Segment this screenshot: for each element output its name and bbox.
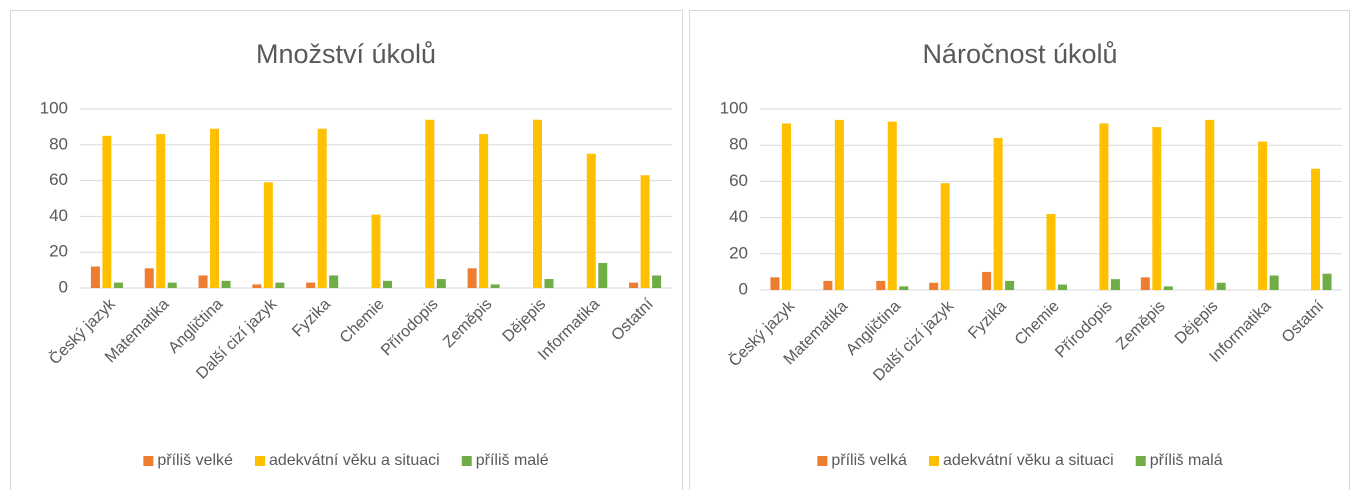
bar [425, 119, 435, 289]
bar [823, 280, 833, 290]
legend-label: adekvátní věku a situaci [943, 452, 1114, 469]
bar [490, 284, 500, 288]
bar [1140, 277, 1150, 290]
bar [1311, 168, 1321, 290]
bar [940, 183, 950, 290]
bar [1205, 119, 1215, 290]
bar [887, 121, 897, 290]
bar [629, 282, 639, 288]
bar [834, 119, 844, 290]
bar [144, 268, 154, 288]
bar [532, 119, 542, 289]
y-tick-label: 60 [49, 170, 68, 189]
y-tick-label: 20 [729, 243, 748, 262]
bar [876, 280, 886, 290]
legend-swatch [143, 456, 154, 466]
legend-swatch [817, 456, 828, 466]
bar [467, 268, 477, 288]
legend: příliš velká adekvátní věku a situaci příl… [817, 452, 1223, 469]
legend-label: příliš malé [476, 452, 549, 469]
bar [1152, 127, 1162, 290]
bar [275, 282, 285, 288]
bar [586, 153, 596, 288]
y-tick-label: 80 [49, 134, 68, 153]
bar [1258, 141, 1268, 290]
bar [317, 128, 327, 288]
chart-title: Náročnost úkolů [922, 39, 1117, 69]
legend-label: příliš velká [831, 452, 907, 469]
legend-label: příliš velké [157, 452, 233, 469]
bar [167, 282, 177, 288]
chart-title: Množství úkolů [256, 39, 436, 69]
y-tick-label: 100 [40, 98, 68, 117]
bar [383, 280, 392, 288]
bar [113, 282, 123, 288]
bar [598, 262, 608, 288]
y-tick-label: 0 [59, 277, 68, 296]
bar [1099, 123, 1109, 290]
y-tick-label: 40 [729, 207, 748, 226]
bar [929, 282, 939, 290]
bar [102, 135, 112, 288]
bar [1110, 279, 1120, 290]
y-tick-label: 0 [739, 279, 748, 298]
bar [479, 134, 489, 288]
bar [1269, 275, 1279, 290]
legend-label: příliš malá [1150, 452, 1223, 469]
bar [156, 134, 166, 288]
bar [306, 282, 316, 288]
bar [252, 284, 262, 288]
y-tick-label: 80 [729, 135, 748, 154]
chart-panel [689, 10, 1350, 490]
bar [90, 266, 100, 288]
bar [993, 137, 1003, 290]
bar [1216, 282, 1226, 290]
bar [329, 275, 339, 288]
y-tick-label: 40 [49, 206, 68, 225]
y-tick-label: 20 [49, 242, 68, 261]
bar [781, 123, 791, 290]
bar [652, 275, 662, 288]
bar [371, 214, 381, 288]
bar [210, 128, 220, 288]
legend-swatch [1135, 456, 1146, 466]
legend-swatch [928, 456, 939, 466]
bar [899, 286, 909, 290]
bar [198, 275, 208, 288]
y-tick-label: 60 [729, 171, 748, 190]
legend-swatch [254, 456, 265, 466]
y-tick-label: 100 [720, 98, 748, 117]
legend-label: adekvátní věku a situaci [269, 452, 440, 469]
bar [1058, 284, 1067, 290]
bar [1005, 280, 1015, 290]
bar [640, 175, 650, 288]
bar [770, 277, 780, 290]
legend: příliš velké adekvátní věku a situaci příl… [143, 452, 549, 469]
bar [982, 271, 992, 290]
bar [436, 279, 446, 288]
legend-swatch [461, 456, 472, 466]
bar [1322, 273, 1332, 290]
bar [1163, 286, 1173, 290]
bar [221, 280, 231, 288]
bar [544, 279, 554, 288]
bar [263, 182, 273, 288]
chart-panel [10, 10, 683, 490]
bar [1046, 213, 1056, 290]
